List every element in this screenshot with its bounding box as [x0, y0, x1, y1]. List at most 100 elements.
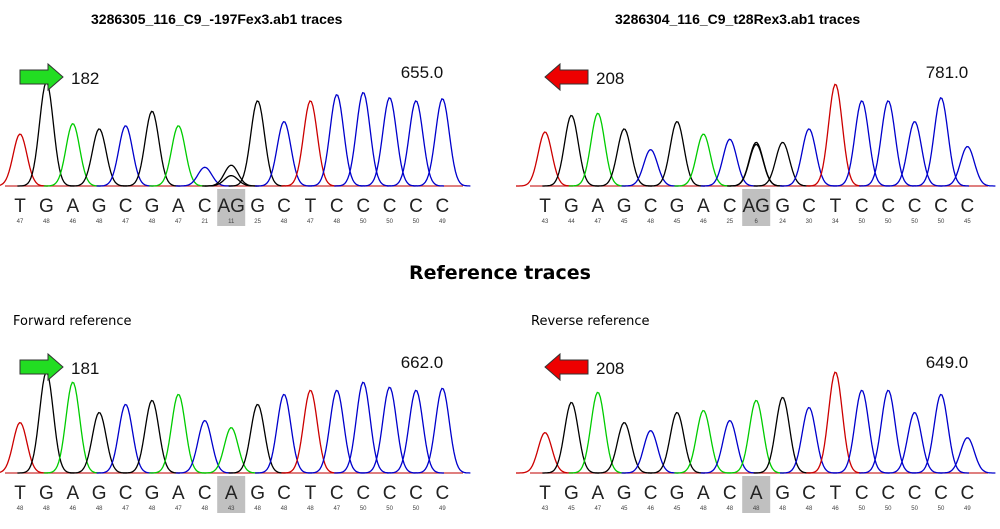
base-call: C [436, 483, 450, 504]
base-call: C [198, 483, 212, 504]
trace-peak-A [727, 399, 785, 474]
trace-peak-G [753, 396, 811, 474]
trace-secondary-peak-G [204, 174, 258, 187]
base-call: C [908, 483, 922, 504]
quality-score: 6 [755, 219, 759, 225]
quality-score: 45 [674, 506, 681, 512]
quality-score: 48 [333, 219, 340, 225]
quality-score: 50 [858, 219, 865, 225]
trace-peak-C [255, 393, 312, 474]
quality-score: 45 [568, 506, 575, 512]
trace-peak-T [516, 131, 573, 187]
value-label: 781.0 [926, 63, 969, 82]
quality-score: 30 [806, 219, 813, 225]
trace-peak-G [228, 100, 286, 187]
trace-peak-C [885, 411, 943, 474]
trace-peak-T [0, 421, 48, 474]
trace-peak-A [43, 381, 101, 474]
base-call: C [356, 483, 370, 504]
trace-peak-G [542, 114, 600, 187]
trace-peak-A [568, 391, 626, 474]
reverse-arrow-icon [544, 352, 589, 382]
quality-score: 43 [228, 506, 235, 512]
trace-panel-forward-sample: T 47 G 48 A 46 G 48 C 47 G 48 A 47 C 21 AG 11 G 25 C 48 T 47 C 48… [0, 62, 471, 226]
quality-score: 48 [307, 506, 314, 512]
base-call: G [92, 483, 107, 504]
panel-subtitle-3: Forward reference [13, 314, 132, 329]
trace-peak-C [859, 389, 917, 474]
trace-panel-reverse-sample: T 43 G 44 A 47 G 45 C 48 G 45 A 46 C 25 AG 6 G 24 C 30 T 34 C 50 C… [516, 62, 996, 226]
base-call: C [277, 196, 291, 217]
base-call: T [830, 196, 842, 217]
quality-score: 45 [621, 219, 628, 225]
base-call: G [92, 196, 107, 217]
quality-score: 49 [439, 506, 446, 512]
trace-secondary-peak-G [729, 141, 783, 187]
quality-score: 50 [360, 506, 367, 512]
base-call: G [250, 483, 265, 504]
quality-score: 48 [43, 219, 50, 225]
trace-peak-C [175, 419, 233, 474]
quality-score: 44 [568, 219, 575, 225]
trace-peak-C [700, 138, 758, 187]
base-call: T [305, 196, 317, 217]
quality-score: 50 [885, 506, 892, 512]
base-call: G [564, 483, 579, 504]
base-call: C [881, 483, 895, 504]
quality-score: 50 [938, 506, 945, 512]
quality-score: 43 [542, 219, 549, 225]
quality-score: 48 [254, 506, 261, 512]
trace-peak-C [307, 93, 365, 187]
base-call: T [305, 483, 317, 504]
trace-peak-G [753, 141, 811, 187]
trace-peak-G [542, 401, 600, 474]
trace-peak-G [17, 81, 75, 187]
trace-peak-C [832, 389, 890, 474]
trace-peak-C [700, 419, 758, 474]
trace-peak-C [175, 166, 233, 187]
trace-peak-A [674, 409, 732, 474]
base-call: A [591, 196, 604, 217]
quality-score: 43 [542, 506, 549, 512]
base-call: G [145, 483, 160, 504]
base-call: C [934, 483, 948, 504]
position-label: 181 [71, 359, 99, 378]
base-call: C [644, 196, 658, 217]
quality-score: 47 [17, 219, 24, 225]
base-call: C [961, 196, 975, 217]
trace-panel-reverse-reference: T 43 G 45 A 47 G 45 C 46 G 45 A 48 C 48 A 48 G 48 C 48 T 46 C 50 C… [516, 352, 996, 513]
quality-score: 11 [228, 219, 235, 225]
trace-peak-G [595, 128, 653, 187]
trace-peak-T [516, 431, 573, 474]
trace-peak-C [413, 98, 471, 187]
trace-peak-C [938, 437, 996, 474]
quality-score: 48 [281, 219, 288, 225]
base-call: G [670, 483, 685, 504]
quality-score: 50 [911, 506, 918, 512]
base-call: G [775, 483, 790, 504]
base-call: C [356, 196, 370, 217]
trace-peak-C [360, 97, 418, 187]
quality-score: 21 [201, 219, 208, 225]
base-call: G [145, 196, 160, 217]
quality-score: 49 [964, 506, 971, 512]
trace-peak-C [96, 403, 154, 474]
quality-score: 48 [806, 506, 813, 512]
trace-peak-A [202, 426, 260, 474]
quality-score: 48 [779, 506, 786, 512]
quality-score: 46 [69, 506, 76, 512]
trace-peak-T [281, 100, 339, 187]
quality-score: 50 [413, 219, 420, 225]
trace-peak-T [281, 389, 339, 474]
trace-peak-C [387, 389, 444, 474]
base-call: A [591, 483, 604, 504]
base-call: C [802, 196, 816, 217]
base-call: C [409, 483, 423, 504]
forward-arrow-icon [19, 352, 64, 382]
trace-peak-A [149, 125, 207, 187]
trace-peak-C [96, 125, 154, 187]
quality-score: 48 [753, 506, 760, 512]
base-call: A [697, 196, 710, 217]
trace-peak-C [387, 100, 445, 187]
forward-arrow-icon [19, 62, 64, 92]
